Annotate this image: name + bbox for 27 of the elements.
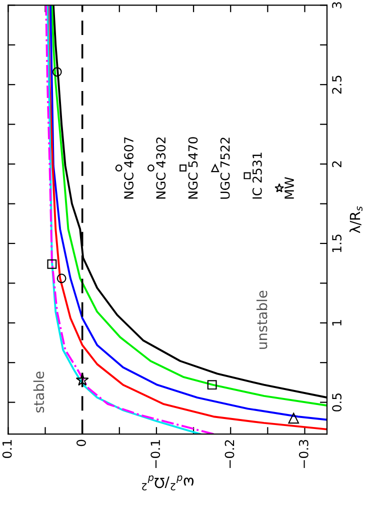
y-tick-label: 1: [332, 320, 342, 326]
x-tick-label: 0.1: [2, 440, 12, 458]
annotation: unstable: [256, 290, 268, 349]
legend-label: IC 2531: [252, 152, 262, 199]
point: [288, 412, 300, 424]
legend-label: NGC 5470: [188, 137, 198, 199]
point: [56, 274, 66, 284]
y-tick-label: 2.5: [332, 76, 342, 94]
point: [47, 259, 57, 269]
y-tick-label: 0.5: [332, 393, 342, 412]
y-tick-label: 3: [332, 2, 342, 8]
x-axis-title: ω$_{d}$$^{2}$/Ω$_{d}$$^{2}$: [142, 475, 194, 490]
annotation: stable: [33, 372, 44, 413]
legend-label: UGC 7522: [220, 138, 230, 199]
y-tick-label: 1.5: [332, 234, 342, 252]
x-tick-label: −0.2: [224, 440, 234, 468]
x-tick-label: 0: [76, 440, 86, 446]
x-tick-label: −0.1: [150, 440, 160, 468]
legend-label: NGC 4607: [124, 137, 134, 199]
point: [207, 380, 217, 390]
legend-label: MW: [284, 177, 294, 199]
y-axis-title: λ/R$_{s}$: [350, 206, 362, 234]
point: [52, 67, 62, 77]
y-tick-label: 2: [332, 161, 342, 168]
legend-label: NGC 4302: [156, 138, 166, 199]
x-tick-label: −0.3: [298, 440, 308, 468]
point: [76, 373, 89, 386]
